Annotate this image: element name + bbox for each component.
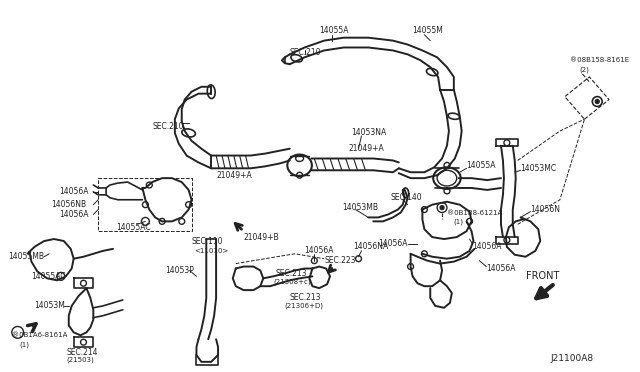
Circle shape <box>440 206 444 209</box>
Text: (21503): (21503) <box>67 357 95 363</box>
Text: SEC.210: SEC.210 <box>152 122 184 131</box>
Text: FRONT: FRONT <box>525 271 559 281</box>
Text: 14056N: 14056N <box>531 205 561 214</box>
Text: 14055A: 14055A <box>319 26 349 35</box>
Text: SEC.210: SEC.210 <box>290 48 321 57</box>
Text: 14053M: 14053M <box>35 301 65 310</box>
Text: <11010>: <11010> <box>195 248 228 254</box>
Text: 21049+A: 21049+A <box>349 144 385 153</box>
Text: (21308+c): (21308+c) <box>273 278 310 285</box>
Text: 21049+A: 21049+A <box>216 171 252 180</box>
Text: SEC.213: SEC.213 <box>275 269 307 278</box>
Text: (1): (1) <box>454 218 464 225</box>
Text: SEC.110: SEC.110 <box>191 237 223 246</box>
Text: SEC.223: SEC.223 <box>324 256 356 265</box>
Text: 14056A: 14056A <box>378 240 408 248</box>
Text: 14053P: 14053P <box>165 266 194 275</box>
Text: 14055M: 14055M <box>413 26 444 35</box>
Text: 14056A: 14056A <box>59 210 88 219</box>
Text: ®0B1B8-6121A: ®0B1B8-6121A <box>447 209 502 215</box>
Text: (1): (1) <box>20 342 29 349</box>
Text: 14055AC: 14055AC <box>116 223 150 232</box>
Text: (2): (2) <box>580 67 589 73</box>
Text: 14056NA: 14056NA <box>354 243 389 251</box>
Text: (21306+D): (21306+D) <box>285 302 324 309</box>
Text: 14056A: 14056A <box>59 187 88 196</box>
Text: 14055AC: 14055AC <box>31 272 66 281</box>
Text: 14055A: 14055A <box>467 161 496 170</box>
Text: 14056A: 14056A <box>305 246 334 255</box>
Text: 14055MB: 14055MB <box>8 252 44 261</box>
Text: SEC.213: SEC.213 <box>290 294 321 302</box>
Text: SEC.140: SEC.140 <box>391 193 422 202</box>
Text: 14056NB: 14056NB <box>51 200 86 209</box>
Text: 14053MB: 14053MB <box>342 203 378 212</box>
Text: 14053MC: 14053MC <box>520 164 557 173</box>
Text: 14053NA: 14053NA <box>351 128 387 138</box>
Text: 14056A: 14056A <box>472 243 502 251</box>
Text: 21049+B: 21049+B <box>244 232 279 241</box>
Text: J21100A8: J21100A8 <box>550 355 593 363</box>
Text: 14056A: 14056A <box>486 264 516 273</box>
Text: ®08B158-8161E: ®08B158-8161E <box>570 57 629 63</box>
Text: ®0B1A6-8161A: ®0B1A6-8161A <box>12 332 67 338</box>
Text: SEC.214: SEC.214 <box>67 347 99 356</box>
Circle shape <box>595 100 599 103</box>
